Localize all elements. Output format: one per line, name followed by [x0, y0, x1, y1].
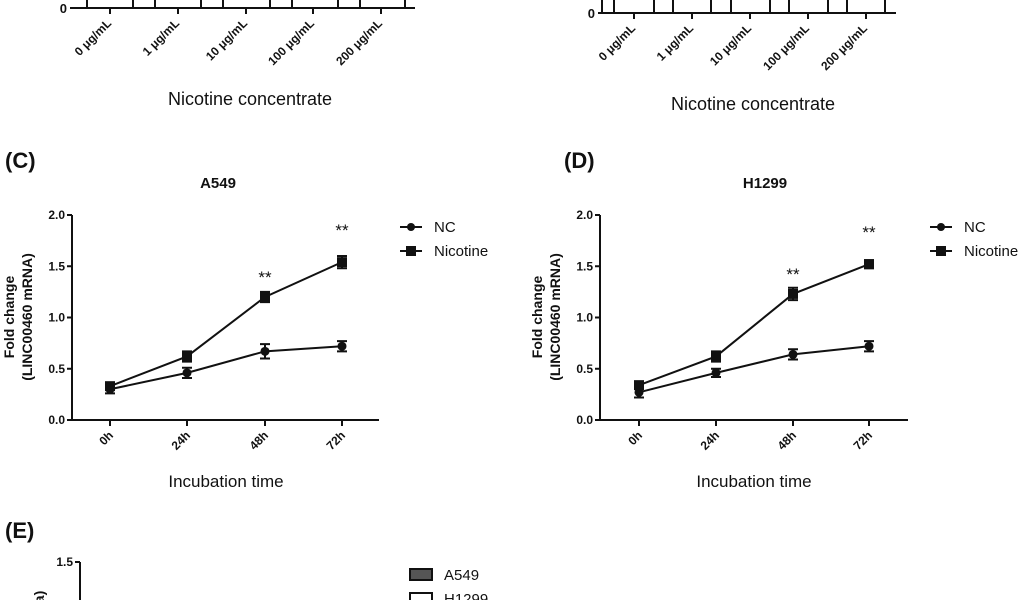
y-axis-title-line2: (LINC00460 mRNA) [547, 253, 563, 381]
y-tick-label: 1.5 [576, 259, 593, 273]
legend-label: H1299 [444, 591, 488, 600]
legend-swatch-a549 [409, 568, 433, 581]
significance-marker: ** [258, 268, 272, 287]
data-point-nicotine [711, 351, 721, 362]
legend-circle-icon [937, 223, 945, 231]
y-tick-label: 2.0 [48, 208, 65, 222]
data-point-nc [182, 368, 192, 378]
legend-label: NC [434, 219, 456, 236]
y-tick-label: 1.5 [56, 555, 73, 569]
series-line-nc [109, 345, 343, 391]
x-tick-label: 72h [324, 428, 349, 453]
x-axis-title: Nicotine concentrate [671, 94, 835, 114]
x-tick-label: 0 μg/mL [596, 21, 638, 63]
x-tick-label: 24h [698, 428, 723, 453]
data-point-nicotine [105, 381, 115, 392]
x-axis-title: Incubation time [696, 472, 811, 491]
x-tick-label: 0 μg/mL [72, 16, 114, 58]
x-tick-label: 1 μg/mL [654, 21, 696, 63]
y-tick-label: 0.5 [48, 362, 65, 376]
y-axis-title: Fold change [529, 276, 545, 359]
panel-label: (E) [5, 518, 34, 543]
y-tick-label: 1.0 [48, 311, 65, 325]
data-point-nc [711, 368, 721, 378]
legend-label: Nicotine [434, 243, 488, 260]
legend-swatch-h1299 [409, 592, 433, 600]
y-axis-title-partial: a) [31, 591, 47, 600]
legend-label: Nicotine [964, 243, 1018, 260]
data-point-nicotine [260, 292, 270, 302]
significance-marker: ** [335, 221, 349, 240]
chart-title: H1299 [743, 175, 787, 192]
x-tick-label: 24h [169, 428, 194, 453]
series-line-nicotine [638, 263, 870, 387]
significance-marker: ** [786, 265, 800, 284]
legend-square-icon [406, 246, 416, 256]
significance-marker: ** [862, 223, 876, 242]
y-tick-label: 1.5 [48, 259, 65, 273]
x-tick-label: 10 μg/mL [707, 21, 754, 68]
x-tick-label: 200 μg/mL [818, 21, 870, 73]
y-tick-label: 2.0 [576, 208, 593, 222]
y-tick-label: 0 [588, 6, 595, 21]
y-axis-title: Fold change [1, 276, 17, 359]
data-point-nc [864, 341, 874, 351]
x-tick-label: 200 μg/mL [333, 16, 385, 68]
data-point-nc [260, 346, 270, 356]
x-tick-label: 10 μg/mL [203, 16, 250, 63]
x-axis-title: Nicotine concentrate [168, 89, 332, 109]
x-axis-title: Incubation time [168, 472, 283, 491]
y-tick-label: 0.0 [576, 413, 593, 427]
legend-circle-icon [407, 223, 415, 231]
y-tick-label: 1.0 [576, 311, 593, 325]
y-axis-title-line2: (LINC00460 mRNA) [19, 253, 35, 381]
x-tick-label: 100 μg/mL [265, 16, 317, 68]
x-tick-label: 1 μg/mL [140, 16, 182, 58]
legend-square-icon [936, 246, 946, 256]
series-line-nc [638, 345, 870, 394]
data-point-nicotine [634, 380, 644, 391]
panel-label: (C) [5, 148, 36, 173]
legend-label: NC [964, 219, 986, 236]
data-point-nicotine [864, 259, 874, 270]
data-point-nicotine [182, 351, 192, 362]
x-tick-label: 100 μg/mL [760, 21, 812, 73]
x-tick-label: 48h [247, 428, 272, 453]
y-tick-label: 0.5 [576, 362, 593, 376]
legend-label: A549 [444, 567, 479, 584]
series-line-nicotine [109, 261, 343, 388]
chart-title: A549 [200, 175, 236, 192]
y-tick-label: 0 [60, 1, 67, 16]
data-point-nc [337, 341, 347, 351]
x-tick-label: 0h [96, 428, 116, 448]
data-point-nicotine [788, 288, 798, 299]
x-tick-label: 0h [625, 428, 645, 448]
data-point-nicotine [337, 257, 347, 268]
x-tick-label: 72h [851, 428, 876, 453]
data-point-nc [788, 349, 798, 359]
y-tick-label: 0.0 [48, 413, 65, 427]
x-tick-label: 48h [775, 428, 800, 453]
panel-label: (D) [564, 148, 595, 173]
